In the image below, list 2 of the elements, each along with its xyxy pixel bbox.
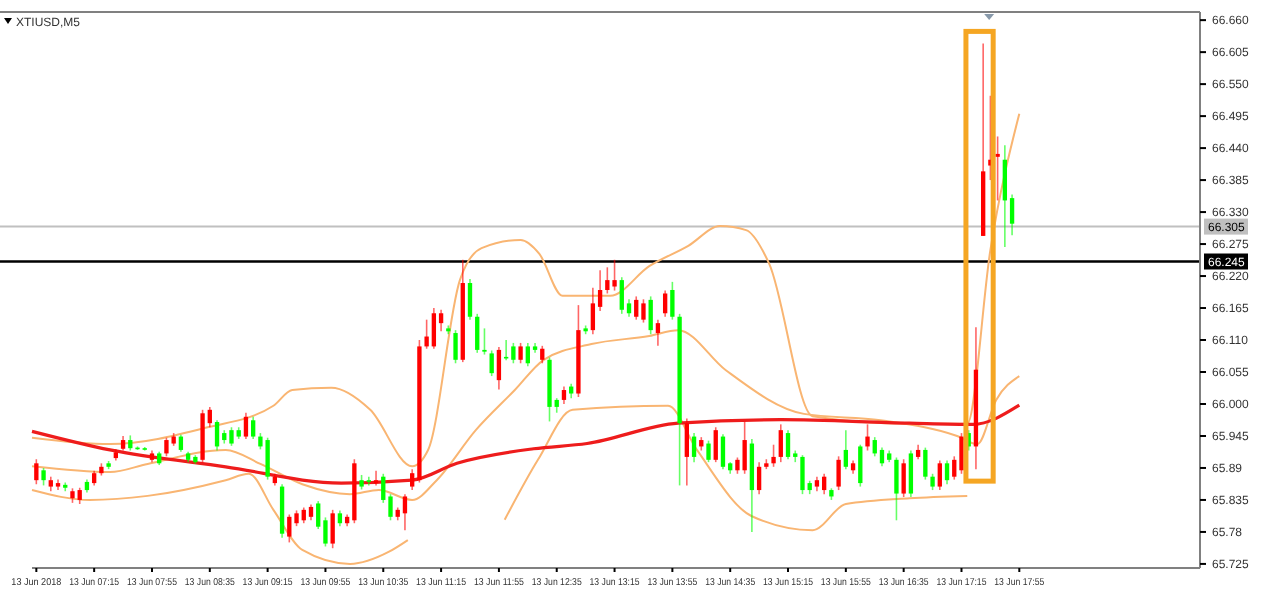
line-series xyxy=(30,403,1021,485)
candlestick xyxy=(373,470,379,487)
